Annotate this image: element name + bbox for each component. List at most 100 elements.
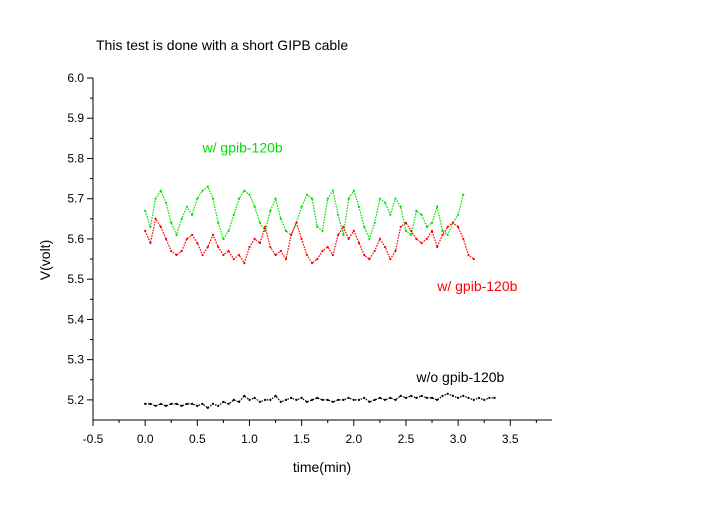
data-point: [222, 237, 225, 240]
annotation-label: w/ gpib-120b: [436, 278, 517, 294]
data-point: [483, 398, 486, 401]
data-point: [373, 398, 376, 401]
data-point: [274, 253, 277, 257]
data-point: [457, 213, 460, 216]
data-point: [274, 394, 277, 397]
data-point: [316, 225, 319, 228]
data-point: [378, 237, 381, 240]
data-point: [217, 221, 220, 224]
data-point: [457, 225, 460, 228]
data-point: [227, 249, 230, 253]
data-point: [363, 253, 366, 257]
data-point: [253, 237, 256, 240]
data-point: [164, 237, 168, 240]
data-point: [264, 225, 267, 228]
data-point: [436, 398, 439, 401]
data-point: [337, 233, 340, 236]
series-layer: [144, 185, 496, 409]
ticks: -0.5 0.0 0.5 1.0 1.5 2.0 2.5 3.0 3.5 5.2 5.3 5.4 5.5…: [67, 71, 537, 446]
data-point: [149, 225, 152, 228]
data-point: [300, 205, 303, 208]
data-point: [410, 233, 413, 236]
data-point: [451, 221, 454, 224]
data-point: [441, 394, 444, 397]
data-point: [462, 394, 465, 397]
data-point: [159, 225, 162, 228]
data-point: [196, 404, 199, 407]
data-point: [357, 398, 361, 401]
data-point: [253, 396, 256, 399]
data-point: [441, 229, 444, 232]
data-point: [264, 398, 267, 401]
data-point: [384, 201, 387, 204]
data-point: [201, 402, 204, 405]
data-point: [425, 225, 428, 228]
data-point: [300, 396, 303, 399]
data-point: [232, 258, 235, 261]
data-point: [175, 402, 178, 405]
data-point: [331, 253, 334, 257]
data-point: [154, 404, 157, 407]
data-point: [321, 398, 324, 401]
data-point: [420, 241, 423, 245]
chart-title: This test is done with a short GIPB cabl…: [96, 37, 348, 53]
data-point: [342, 398, 345, 401]
data-point: [326, 197, 329, 200]
data-point: [295, 221, 298, 224]
data-point: [399, 225, 402, 228]
data-point: [378, 197, 381, 200]
data-point: [389, 213, 392, 216]
data-point: [368, 258, 371, 261]
data-point: [295, 398, 298, 401]
data-point: [196, 241, 199, 245]
data-point: [279, 400, 282, 403]
data-point: [258, 221, 261, 224]
data-point: [321, 229, 324, 232]
data-point: [305, 400, 308, 403]
y-tick-label: 6.0: [67, 71, 84, 85]
data-point: [394, 249, 397, 253]
data-point: [300, 237, 303, 240]
data-point: [404, 229, 408, 232]
data-point: [472, 398, 475, 401]
data-point: [311, 262, 314, 265]
data-point: [290, 396, 293, 399]
data-point: [196, 197, 199, 200]
series-line: [144, 185, 464, 241]
series-1: [144, 217, 475, 265]
data-point: [399, 205, 402, 208]
data-point: [248, 245, 251, 249]
data-point: [446, 225, 449, 228]
data-point: [211, 197, 215, 200]
data-point: [311, 197, 314, 200]
data-point: [311, 398, 314, 401]
data-point: [274, 197, 277, 200]
data-point: [410, 229, 413, 232]
data-point: [415, 209, 418, 212]
data-point: [170, 402, 173, 405]
y-tick-label: 5.7: [67, 192, 84, 206]
data-point: [284, 258, 288, 261]
annotation-label: w/o gpib-120b: [415, 369, 504, 385]
data-point: [279, 249, 282, 253]
data-point: [446, 233, 449, 236]
data-point: [331, 189, 334, 192]
data-point: [373, 249, 376, 253]
data-point: [347, 237, 350, 240]
x-axis-title: time(min): [293, 459, 351, 475]
data-point: [326, 245, 329, 249]
data-point: [232, 398, 235, 401]
y-tick-label: 5.5: [67, 272, 84, 286]
x-tick-label: 1.0: [241, 432, 258, 446]
data-point: [144, 229, 147, 232]
data-point: [243, 394, 246, 397]
data-point: [404, 396, 408, 399]
data-point: [331, 400, 334, 403]
data-point: [404, 221, 408, 224]
data-point: [436, 245, 439, 249]
data-point: [399, 394, 402, 397]
data-point: [352, 229, 355, 232]
data-point: [185, 237, 188, 240]
data-point: [170, 249, 173, 253]
